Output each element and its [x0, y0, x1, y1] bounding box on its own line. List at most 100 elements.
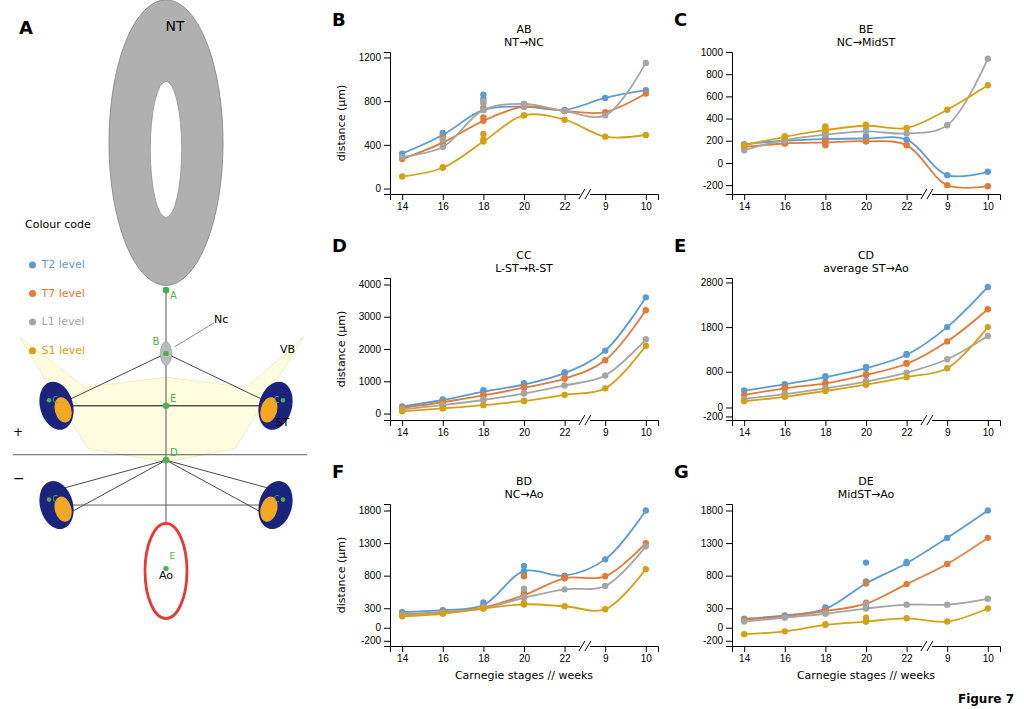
tick-label: 22 [902, 427, 914, 438]
series-line [402, 297, 646, 406]
series-line [744, 609, 988, 635]
y-tick: -200 [703, 180, 732, 191]
series-line [744, 511, 988, 619]
tick-label: 10 [641, 427, 653, 438]
diagram-label: C [53, 495, 59, 504]
tick-mark [726, 416, 732, 417]
tick-mark [565, 646, 566, 652]
tick-label: 14 [739, 427, 751, 438]
x-axis: 1416182022910 [391, 420, 659, 438]
data-point [944, 535, 950, 541]
replicate-point [822, 621, 828, 627]
panel: -2000800180028001416182022910ECDaverage … [674, 235, 1001, 438]
tick-label: 16 [780, 653, 792, 664]
y-tick: 1800 [701, 322, 732, 333]
data-point [903, 374, 909, 380]
x-tick: 18 [478, 646, 490, 664]
plot: 040080012001416182022910 [359, 52, 659, 212]
data-point [944, 182, 950, 188]
x-tick: 20 [861, 420, 873, 438]
axis-break-mark [585, 415, 591, 425]
axis-line [384, 279, 391, 421]
tick-mark [907, 420, 908, 426]
data-point [741, 142, 747, 148]
x-axis: 1416182022910 [391, 194, 659, 212]
replicate-point [521, 102, 527, 108]
axis-break-mark [927, 189, 933, 199]
tick-mark [384, 381, 390, 382]
tick-mark [402, 194, 403, 200]
tick-label: 9 [945, 653, 951, 664]
ganglion [34, 477, 79, 533]
tick-label: 9 [945, 201, 951, 212]
data-point [903, 125, 909, 131]
x-tick: 22 [902, 646, 914, 664]
data-point [985, 55, 991, 61]
data-point [985, 183, 991, 189]
x-axis: 1416182022910 [391, 646, 659, 664]
y-axis: 04008001200 [359, 52, 391, 194]
tick-mark [825, 194, 826, 200]
y-tick: 800 [706, 570, 732, 581]
data-point [903, 615, 909, 621]
replicate-point [863, 381, 869, 387]
legend-entry: T2 level [41, 258, 85, 271]
tick-mark [646, 194, 647, 200]
y-axis: -20002004006008001000 [701, 47, 733, 195]
data-point [602, 347, 608, 353]
tick-label: 16 [438, 427, 450, 438]
x-tick: 10 [641, 420, 653, 438]
replicate-point [480, 605, 486, 611]
title-line: BE [859, 23, 874, 36]
marks [741, 507, 991, 637]
data-point [985, 507, 991, 513]
panel: 010002000300040001416182022910DCCL-ST→R-… [332, 235, 659, 438]
axis-break-mark [579, 641, 585, 651]
y-tick: 400 [364, 140, 390, 151]
replicate-point [863, 580, 869, 586]
x-tick: 20 [519, 420, 531, 438]
notochord [160, 342, 171, 366]
diagram-point [47, 398, 52, 403]
title-line: CD [858, 249, 874, 262]
tick-mark [988, 194, 989, 200]
data-point [944, 356, 950, 362]
series-line [402, 543, 646, 614]
tick-label: 1800 [701, 322, 724, 333]
axis-break-mark [585, 189, 591, 199]
x-tick: 14 [739, 646, 751, 664]
data-point [643, 543, 649, 549]
title-line: MidST→Ao [838, 488, 895, 501]
tick-mark [744, 194, 745, 200]
data-point [944, 561, 950, 567]
tick-label: 10 [641, 653, 653, 664]
x-axis-title: Carnegie stages // weeks [797, 669, 935, 682]
tick-label: 10 [641, 201, 653, 212]
axis-line [384, 505, 391, 647]
tick-mark [988, 420, 989, 426]
tick-label: 800 [706, 570, 723, 581]
tick-mark [907, 646, 908, 652]
x-tick: 22 [560, 420, 572, 438]
axis-break [921, 641, 933, 651]
x-tick: 14 [739, 420, 751, 438]
tick-mark [726, 141, 732, 142]
data-point [741, 618, 747, 624]
tick-mark [384, 189, 390, 190]
x-tick: 14 [397, 420, 409, 438]
replicate-point [822, 123, 828, 129]
tick-mark [384, 57, 390, 58]
tick-mark [483, 646, 484, 652]
tick-mark [866, 646, 867, 652]
y-tick: 0 [375, 622, 390, 633]
data-point [944, 338, 950, 344]
y-tick: 1200 [359, 52, 390, 63]
tick-label: -200 [703, 635, 723, 646]
tick-mark [443, 646, 444, 652]
data-point [602, 606, 608, 612]
axis-break-mark [921, 189, 927, 199]
data-point [440, 611, 446, 617]
marks [399, 507, 649, 619]
replicate-point [521, 593, 527, 599]
tick-mark [565, 194, 566, 200]
